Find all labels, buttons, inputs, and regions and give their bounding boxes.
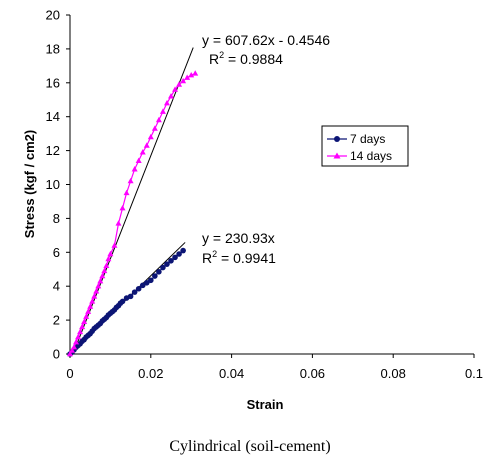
plot-area: 0 2 4 6 8 10 12 14 16 18 20 0 0.02 0.04 0.06 0.08 0.1 <box>46 8 484 382</box>
y-tick-label: 8 <box>53 211 60 226</box>
trendline-equation-14-days: y = 607.62x - 0.4546 <box>202 32 330 48</box>
y-tick-label: 14 <box>46 109 60 124</box>
data-point-14-days <box>73 338 80 345</box>
data-point-7-days <box>176 251 182 257</box>
x-tick-label: 0.04 <box>219 366 244 381</box>
x-tick-label: 0.08 <box>381 366 406 381</box>
data-point-7-days <box>131 289 138 295</box>
data-point-7-days <box>160 264 166 271</box>
data-point-7-days <box>135 285 142 292</box>
x-tick-label: 0.06 <box>300 366 325 381</box>
y-axis-label: Stress (kgf / cm2) <box>22 130 37 238</box>
data-point-14-days <box>85 308 92 314</box>
data-point-14-days <box>107 250 114 257</box>
data-point-14-days <box>67 350 73 357</box>
data-point-7-days <box>172 254 178 261</box>
data-point-14-days <box>69 347 76 353</box>
data-point-14-days <box>151 125 158 131</box>
legend-label-7-days: 7 days <box>350 132 385 146</box>
data-point-14-days <box>147 133 154 140</box>
figure-caption: Cylindrical (soil-cement) <box>169 438 330 455</box>
data-point-14-days <box>93 288 100 294</box>
data-point-14-days <box>119 205 126 211</box>
y-tick-label: 0 <box>53 347 60 362</box>
x-tick-label: 0.1 <box>465 366 483 381</box>
data-point-7-days <box>156 268 162 275</box>
legend-label-14-days: 14 days <box>350 149 392 163</box>
data-point-14-days <box>180 77 187 84</box>
data-point-7-days <box>164 261 170 267</box>
data-point-14-days <box>168 93 174 99</box>
data-point-14-days <box>127 177 134 184</box>
data-point-14-days <box>184 74 191 80</box>
data-point-14-days <box>75 333 82 340</box>
data-point-14-days <box>188 71 195 78</box>
data-point-14-days <box>77 328 84 335</box>
data-point-14-days <box>105 255 112 262</box>
data-point-14-days <box>71 344 78 350</box>
y-tick-label: 4 <box>53 279 60 294</box>
data-point-14-days <box>103 262 110 269</box>
data-point-14-days <box>111 242 118 248</box>
data-point-14-days <box>89 298 96 304</box>
data-point-7-days <box>168 257 174 264</box>
data-point-14-days <box>135 157 142 163</box>
data-point-7-days <box>148 277 154 284</box>
trendline-equation-7-days: y = 230.93x <box>202 230 275 246</box>
data-point-14-days <box>95 283 102 289</box>
data-point-14-days <box>123 189 130 196</box>
data-point-7-days <box>127 293 134 300</box>
data-point-14-days <box>192 70 199 76</box>
trendline-r2-7-days: R2 = 0.9941 <box>202 249 276 266</box>
data-point-14-days <box>115 220 122 226</box>
data-point-14-days <box>81 318 88 324</box>
y-tick-label: 10 <box>46 177 60 192</box>
data-point-14-days <box>91 293 98 299</box>
legend-marker-14-days <box>333 152 341 159</box>
legend: 7 days 14 days <box>321 125 409 167</box>
data-point-14-days <box>131 166 138 172</box>
data-point-14-days <box>87 303 94 309</box>
trendline-r2-14-days: R2 = 0.9884 <box>209 50 283 67</box>
data-point-7-days <box>152 273 158 279</box>
data-point-14-days <box>139 149 146 155</box>
y-tick-label: 6 <box>53 245 60 260</box>
legend-box <box>321 125 409 167</box>
data-point-14-days <box>172 86 179 92</box>
y-tick-label: 12 <box>46 143 60 158</box>
x-tick-label: 0.02 <box>138 366 163 381</box>
data-point-7-days <box>119 298 126 305</box>
data-point-14-days <box>159 108 166 114</box>
y-tick-label: 2 <box>53 313 60 328</box>
data-point-14-days <box>97 277 104 284</box>
data-point-14-days <box>79 323 86 330</box>
data-point-7-days <box>139 282 146 289</box>
data-point-14-days <box>83 313 90 319</box>
y-tick-label: 20 <box>46 8 60 23</box>
data-point-14-days <box>99 272 106 279</box>
data-point-14-days <box>143 142 150 148</box>
y-tick-label: 16 <box>46 75 60 90</box>
x-axis-label: Strain <box>247 397 284 412</box>
y-tick-label: 18 <box>46 41 60 56</box>
data-point-14-days <box>176 81 183 87</box>
x-tick-label: 0 <box>66 366 73 381</box>
data-point-7-days <box>180 247 186 254</box>
data-point-14-days <box>163 99 170 106</box>
legend-marker-7-days <box>334 136 340 142</box>
data-point-14-days <box>155 116 162 123</box>
data-point-7-days <box>143 280 150 286</box>
data-point-14-days <box>101 267 108 274</box>
